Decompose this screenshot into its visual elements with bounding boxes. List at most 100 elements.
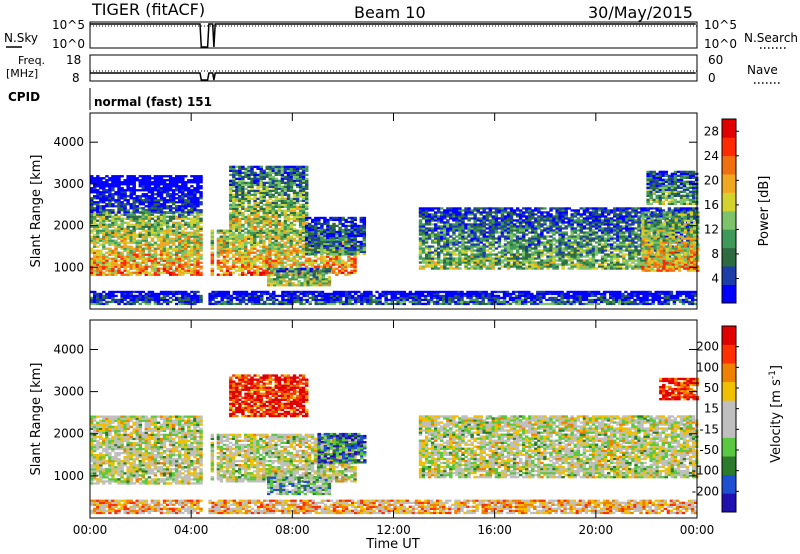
data-cell (229, 211, 233, 215)
data-cell (105, 227, 109, 230)
data-cell (329, 216, 333, 220)
data-cell (305, 197, 309, 200)
data-cell (162, 239, 167, 242)
data-cell (162, 187, 167, 190)
data-cell (437, 221, 441, 224)
data-cell (434, 249, 438, 252)
data-cell (280, 257, 284, 260)
data-cell (350, 222, 354, 226)
data-cell (579, 221, 584, 224)
data-cell (437, 261, 441, 264)
data-cell (235, 223, 239, 227)
data-cell (150, 233, 155, 236)
data-cell (564, 233, 568, 236)
data-cell (241, 235, 245, 238)
data-cell (175, 187, 179, 190)
data-cell (347, 232, 351, 236)
data-cell (301, 225, 306, 229)
data-cell (114, 271, 118, 274)
data-cell (96, 249, 100, 252)
data-cell (99, 225, 103, 228)
data-cell (311, 232, 315, 236)
data-cell (277, 229, 281, 232)
data-cell (247, 191, 251, 194)
data-cell (546, 261, 550, 264)
data-cell (199, 179, 203, 182)
data-cell (443, 233, 447, 236)
data-cell (111, 185, 115, 188)
data-cell (247, 197, 251, 200)
data-cell (320, 248, 324, 252)
data-cell (229, 189, 233, 192)
data-cell (461, 225, 465, 228)
data-cell (437, 267, 441, 270)
data-cell (135, 205, 139, 208)
data-cell (96, 175, 100, 178)
data-cell (235, 173, 239, 176)
data-cell (301, 167, 306, 170)
data-cell (129, 181, 133, 184)
data-cell (126, 233, 130, 236)
data-cell (253, 219, 257, 223)
data-cell (253, 215, 257, 219)
data-cell (289, 167, 294, 170)
data-cell (126, 185, 130, 188)
data-cell (108, 267, 112, 270)
data-cell (540, 207, 544, 210)
data-cell (105, 179, 109, 182)
data-cell (120, 257, 124, 260)
data-cell (308, 244, 312, 248)
data-cell (437, 259, 441, 262)
data-cell (168, 241, 173, 244)
data-cell (168, 231, 173, 234)
data-cell (241, 247, 245, 250)
data-cell (491, 223, 496, 226)
data-cell (193, 231, 197, 234)
data-cell (111, 195, 115, 198)
data-cell (306, 276, 310, 279)
data-cell (238, 245, 242, 248)
data-cell (96, 227, 100, 230)
data-cell (301, 187, 306, 190)
data-cell (424, 255, 429, 258)
data-cell (267, 278, 271, 281)
data-cell (196, 265, 200, 268)
data-cell (430, 259, 435, 262)
data-cell (567, 257, 571, 260)
data-cell (305, 199, 309, 202)
data-cell (304, 235, 309, 238)
data-cell (282, 276, 286, 279)
data-cell (461, 245, 465, 248)
data-cell (522, 207, 526, 210)
data-cell (473, 235, 477, 238)
data-cell (156, 263, 161, 266)
data-cell (123, 181, 127, 184)
data-cell (108, 257, 112, 260)
data-cell (515, 263, 520, 266)
data-cell (187, 265, 191, 268)
data-cell (222, 271, 227, 274)
data-cell (503, 259, 508, 262)
data-cell (99, 219, 103, 222)
data-cell (244, 231, 248, 234)
data-cell (506, 263, 511, 266)
data-cell (181, 229, 185, 232)
data-cell (228, 231, 233, 234)
data-cell (262, 199, 266, 202)
data-cell (117, 219, 121, 222)
data-cell (279, 282, 283, 285)
data-cell (102, 197, 106, 200)
data-cell (232, 219, 236, 223)
data-cell (168, 227, 173, 230)
data-cell (329, 228, 333, 232)
data-cell (515, 249, 520, 252)
data-cell (274, 221, 279, 225)
data-cell (250, 231, 254, 234)
data-cell (540, 253, 544, 256)
data-cell (540, 267, 544, 270)
data-cell (282, 278, 286, 281)
data-cell (225, 251, 230, 254)
data-cell (485, 213, 490, 216)
data-cell (558, 225, 562, 228)
data-cell (283, 205, 288, 208)
